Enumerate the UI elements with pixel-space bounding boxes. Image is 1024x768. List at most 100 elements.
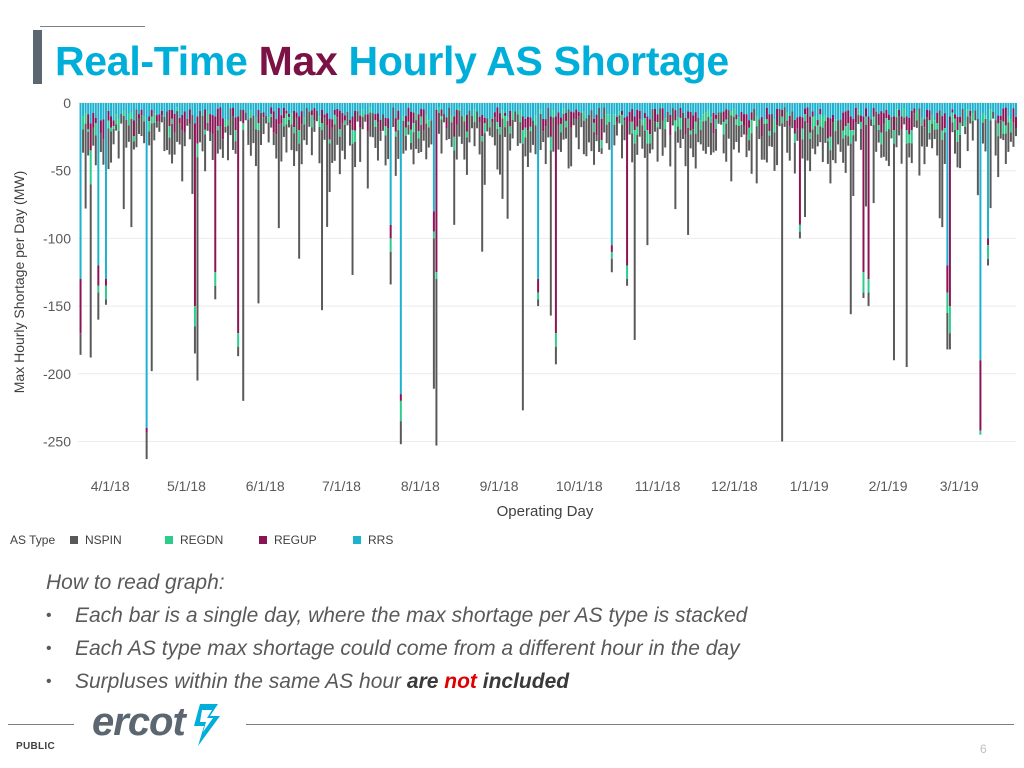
bar-nspin [110,131,113,163]
bar-rrs [959,103,962,117]
bar-nspin [562,113,565,140]
bar-rrs [514,103,517,112]
bar-nspin [82,129,85,153]
bar-regdn [94,123,97,136]
bar-regdn [704,112,707,121]
bar-regup [951,109,954,113]
bar-regup [631,109,634,122]
bar-rrs [725,103,728,110]
bar-nspin [125,120,128,148]
bar-rrs [981,103,984,114]
bar-rrs [361,103,364,110]
bar-rrs [422,103,425,110]
bar-regdn [605,114,608,125]
bar-regdn [168,126,171,138]
bar-regup [887,114,890,121]
bar-regdn [321,123,324,131]
bar-regup [389,224,392,239]
bar-nspin [458,110,461,137]
bar-nspin [682,112,684,139]
bar-regup [171,109,174,119]
bar-regup [748,120,751,128]
bar-rrs [509,103,512,111]
bar-regup [1012,108,1015,123]
bar-rrs [130,103,133,113]
legend-title: AS Type [10,533,56,547]
bar-regup [542,118,545,132]
bar-regdn [786,112,789,121]
x-axis-title: Operating Day [497,503,594,520]
bar-regup [232,107,235,117]
bar-regdn [618,111,621,116]
bar-rrs [837,103,840,121]
bar-regdn [254,117,257,130]
bar-nspin [473,122,476,147]
bar-nspin [148,131,151,146]
bar-nspin [598,107,601,152]
bar-regdn [956,130,959,142]
note-emphasis-end: included [476,670,570,693]
bar-nspin [796,128,799,141]
bar-nspin [504,127,507,137]
bar-rrs [315,103,318,111]
bar-nspin [443,114,446,123]
bar-rrs [226,103,229,121]
bar-regdn [132,136,135,142]
bar-rrs [120,103,123,114]
bar-nspin [328,143,331,193]
bar-rrs [389,103,392,225]
chart-legend: AS Type NSPIN REGDN REGUP RRS [10,532,430,548]
bar-rrs [237,103,240,117]
y-tick-label: -150 [43,298,71,314]
bar-regdn [506,116,509,121]
bar-nspin [870,119,873,126]
bar-nspin [740,124,743,138]
bullet: • [46,640,52,657]
bar-nspin [758,119,761,140]
bar-nspin [770,113,773,147]
bar-nspin [549,150,552,316]
bar-rrs [656,103,659,115]
bar-nspin [305,107,308,145]
bar-regup [493,112,496,118]
bar-nspin [272,132,275,146]
bar-regup [908,117,911,135]
bar-regdn [954,118,956,130]
bar-rrs [331,103,334,120]
bar-nspin [997,136,1000,178]
bar-nspin [882,123,885,157]
bar-regdn [931,115,934,124]
bar-nspin [776,125,779,166]
footer-rule-right [246,724,1014,725]
bar-nspin [343,124,346,160]
bar-nspin [354,141,357,168]
bar-regdn [905,130,908,144]
bar-rrs [415,103,418,112]
bar-nspin [321,130,324,311]
bar-nspin [318,126,321,164]
reading-notes: How to read graph: • Each bar is a single… [46,568,946,699]
bar-regdn [709,117,712,123]
bar-regdn [582,111,585,121]
bar-rrs [486,103,489,119]
bar-regup [270,107,273,114]
bar-regdn [402,115,405,121]
bar-rrs [633,103,636,117]
bar-rrs [427,103,430,121]
bar-rrs [257,103,260,110]
bar-rrs [267,103,270,118]
bar-regup [313,108,316,121]
bar-regup [722,111,725,122]
bar-nspin [476,111,479,129]
bar-regdn [880,132,883,145]
bar-rrs [549,103,552,117]
bar-regdn [127,113,130,126]
bar-regdn [621,114,623,126]
bar-regup [572,112,575,119]
bar-regup [338,110,341,130]
bar-nspin [471,116,473,129]
bar-rrs [275,103,278,120]
bar-nspin [84,123,87,209]
bar-nspin [674,131,677,210]
bar-regup [158,114,161,122]
